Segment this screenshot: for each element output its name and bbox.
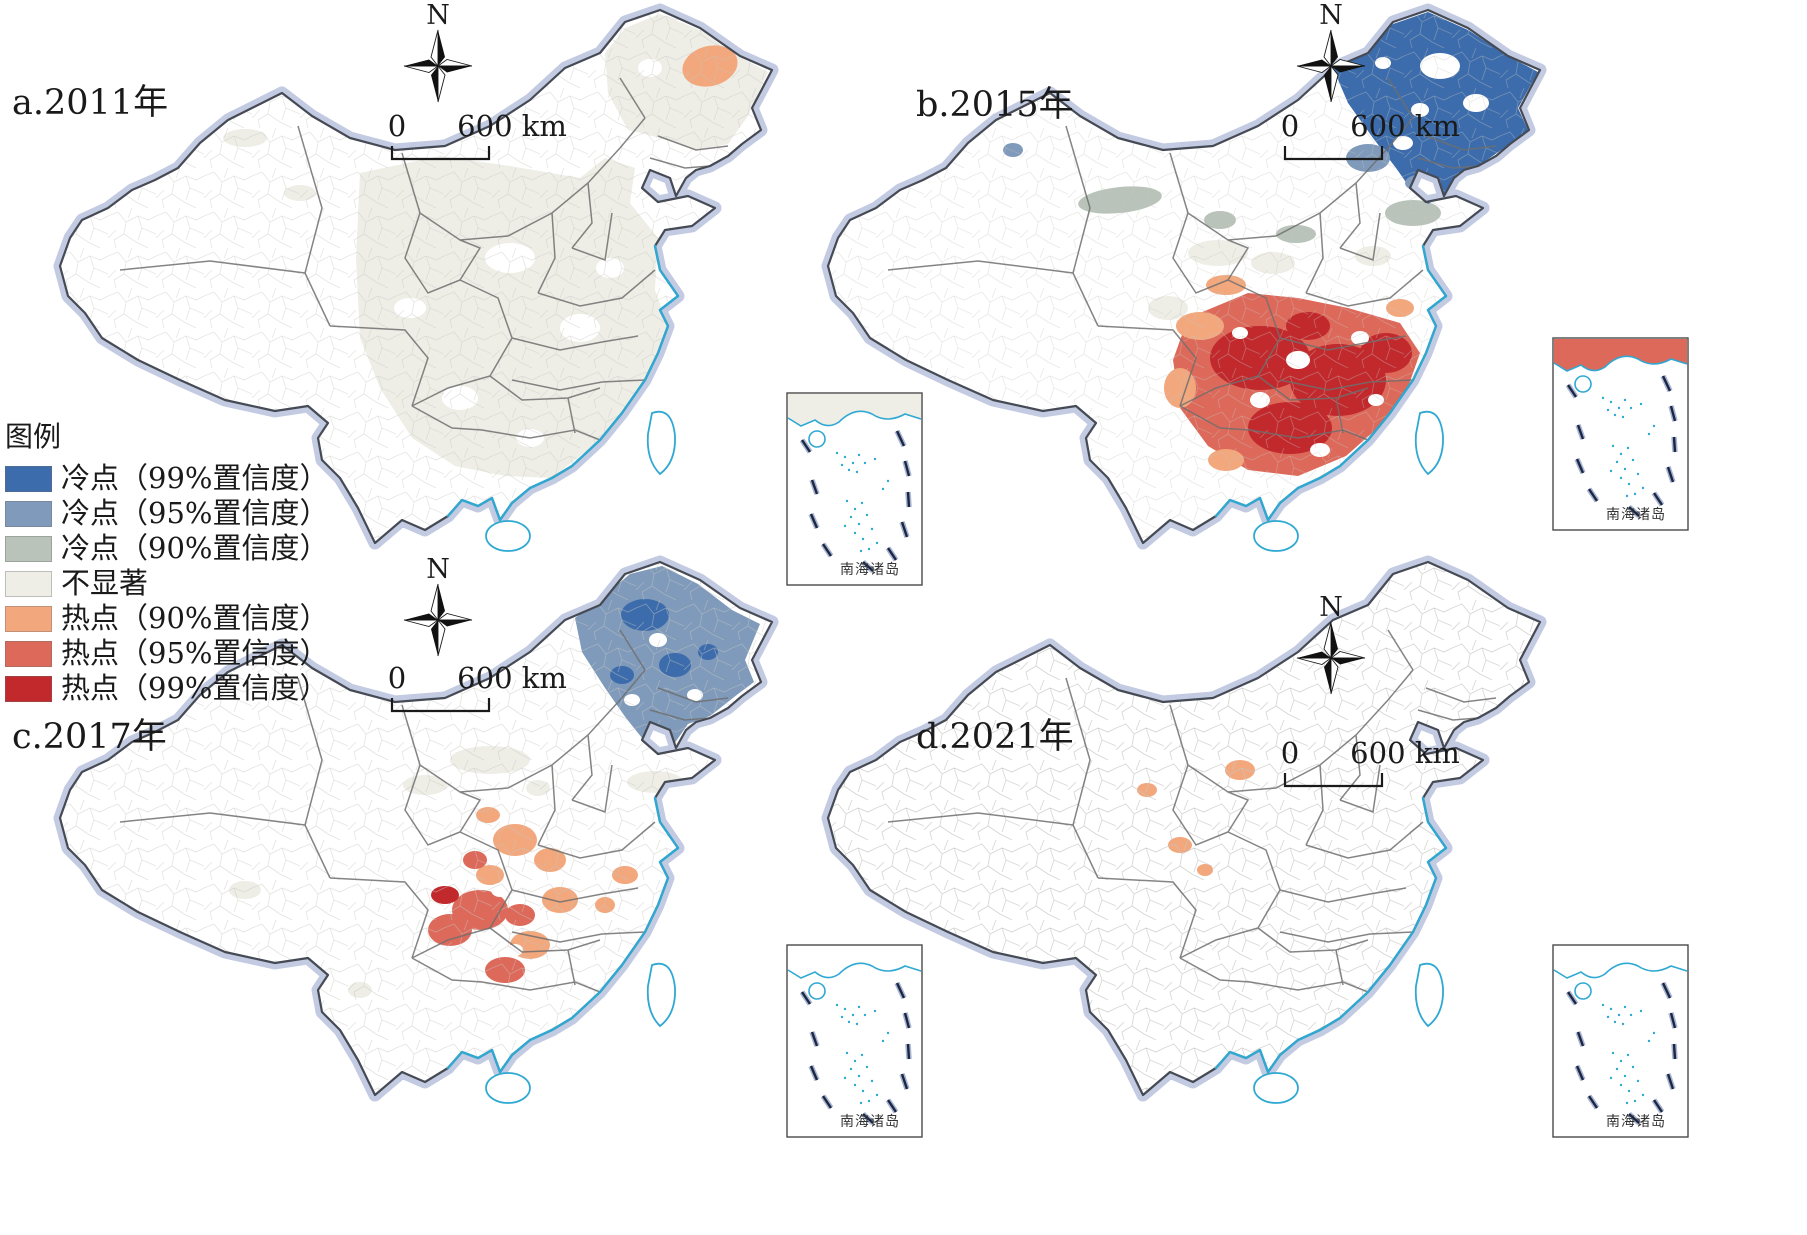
scale-zero: 0 — [1280, 109, 1300, 143]
legend-label-cold95: 冷点（95%置信度） — [61, 496, 329, 530]
inset-label: 南海诸岛 — [1606, 1114, 1666, 1130]
scale-distance: 600 km — [457, 661, 567, 695]
south-china-sea-inset — [1553, 337, 1688, 531]
south-china-sea-inset — [787, 944, 922, 1138]
taiwan-island — [1414, 962, 1444, 1028]
panel-title-d: d.2021年 — [916, 717, 1074, 757]
legend-swatch-hot90 — [5, 606, 52, 632]
taiwan-island — [646, 962, 676, 1028]
legend-label-cold99: 冷点（99%置信度） — [61, 461, 329, 495]
hainan-island — [1253, 520, 1299, 552]
legend-swatch-hot95 — [5, 641, 52, 667]
legend-label-hot95: 热点（95%置信度） — [61, 636, 329, 670]
legend-label-hot99: 热点（99%置信度） — [61, 671, 329, 705]
north-label: N — [426, 554, 450, 585]
hainan-island — [485, 1072, 531, 1104]
hainan-island — [485, 520, 531, 552]
north-label: N — [426, 0, 450, 31]
scale-distance: 600 km — [1350, 109, 1460, 143]
panel-title-a: a.2011年 — [12, 83, 169, 123]
scale-zero: 0 — [1280, 736, 1300, 770]
south-china-sea-inset — [1553, 944, 1688, 1138]
inset-label: 南海诸岛 — [840, 562, 900, 578]
legend-swatch-hot99 — [5, 676, 52, 702]
legend-label-cold90: 冷点（90%置信度） — [61, 531, 329, 565]
scale-distance: 600 km — [1350, 736, 1460, 770]
scale-bar — [390, 146, 491, 161]
south-china-sea-inset — [787, 392, 922, 586]
scale-distance: 600 km — [457, 109, 567, 143]
legend-swatch-ns — [5, 571, 52, 597]
scale-bar — [390, 698, 491, 713]
taiwan-island — [1414, 410, 1444, 476]
legend-swatch-cold99 — [5, 466, 52, 492]
inset-label: 南海诸岛 — [840, 1114, 900, 1130]
map-d — [828, 560, 1543, 1104]
hainan-island — [1253, 1072, 1299, 1104]
north-label: N — [1319, 0, 1343, 31]
scale-bar — [1283, 773, 1384, 788]
legend-label-ns: 不显著 — [61, 566, 149, 600]
taiwan-island — [646, 410, 676, 476]
inset-label: 南海诸岛 — [1606, 507, 1666, 523]
legend-swatch-cold90 — [5, 536, 52, 562]
scale-bar — [1283, 146, 1384, 161]
north-label: N — [1319, 592, 1343, 623]
legend-label-hot90: 热点（90%置信度） — [61, 601, 329, 635]
panel-title-b: b.2015年 — [916, 85, 1074, 125]
panel-title-c: c.2017年 — [12, 717, 167, 757]
legend-title: 图例 — [5, 420, 62, 453]
scale-zero: 0 — [387, 661, 407, 695]
scale-zero: 0 — [387, 109, 407, 143]
legend-swatch-cold95 — [5, 501, 52, 527]
